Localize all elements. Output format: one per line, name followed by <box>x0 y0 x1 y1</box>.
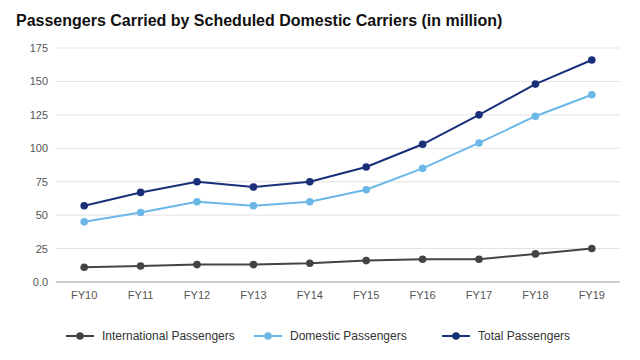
series-marker <box>306 259 314 267</box>
y-tick-label: 150 <box>30 75 48 87</box>
series-marker <box>362 257 370 265</box>
legend-label: Total Passengers <box>478 329 570 343</box>
x-tick-label: FY17 <box>466 289 492 301</box>
y-tick-label: 25 <box>36 243 48 255</box>
series-marker <box>419 165 427 173</box>
series-marker <box>362 163 370 171</box>
series-marker <box>250 261 258 269</box>
legend-label: International Passengers <box>102 329 235 343</box>
series-marker <box>306 198 314 206</box>
legend-marker <box>76 332 84 340</box>
series-line <box>84 95 592 222</box>
series-marker <box>532 80 540 88</box>
series-line <box>84 60 592 206</box>
series-marker <box>80 263 88 271</box>
series-marker <box>475 139 483 147</box>
y-tick-label: 100 <box>30 142 48 154</box>
series-marker <box>532 250 540 258</box>
y-tick-label: 50 <box>36 209 48 221</box>
series-marker <box>475 111 483 119</box>
y-tick-label: 125 <box>30 109 48 121</box>
legend-marker <box>452 332 460 340</box>
series-marker <box>588 245 596 253</box>
series-marker <box>80 202 88 210</box>
title: Passengers Carried by Scheduled Domestic… <box>16 12 502 29</box>
x-tick-label: FY11 <box>128 289 153 301</box>
x-tick-label: FY12 <box>184 289 210 301</box>
series-marker <box>532 112 540 120</box>
series-marker <box>306 178 314 186</box>
x-tick-label: FY18 <box>522 289 548 301</box>
series-marker <box>588 56 596 64</box>
legend: International Passengers Domestic Passeng… <box>66 329 570 343</box>
y-tick-label: 75 <box>36 176 48 188</box>
x-tick-label: FY13 <box>240 289 266 301</box>
series-marker <box>137 209 145 217</box>
series-marker <box>193 198 201 206</box>
series-marker <box>419 140 427 148</box>
series-marker <box>362 186 370 194</box>
x-tick-label: FY15 <box>353 289 379 301</box>
series-marker <box>193 178 201 186</box>
x-axis-line <box>56 282 620 283</box>
series-line <box>84 249 592 268</box>
x-tick-label: FY10 <box>71 289 97 301</box>
series-marker <box>475 255 483 263</box>
grid-line <box>56 48 620 49</box>
grid-line <box>56 148 620 149</box>
series-marker <box>588 91 596 99</box>
series-marker <box>250 183 258 191</box>
x-tick-label: FY16 <box>409 289 435 301</box>
x-tick-label: FY19 <box>579 289 605 301</box>
series-marker <box>80 218 88 226</box>
grid-line <box>56 248 620 249</box>
chart: Passengers Carried by Scheduled Domestic… <box>0 0 640 360</box>
x-tick-label: FY14 <box>297 289 323 301</box>
series-marker <box>250 202 258 210</box>
grid <box>56 48 620 282</box>
grid-line <box>56 181 620 182</box>
series-marker <box>137 189 145 197</box>
plot-area <box>80 56 595 271</box>
series-marker <box>137 262 145 270</box>
grid-line <box>56 282 620 283</box>
legend-marker <box>264 332 272 340</box>
y-tick-label: 0.0 <box>33 276 48 288</box>
series-marker <box>419 255 427 263</box>
y-tick-label: 175 <box>30 42 48 54</box>
legend-label: Domestic Passengers <box>290 329 407 343</box>
series-marker <box>193 261 201 269</box>
